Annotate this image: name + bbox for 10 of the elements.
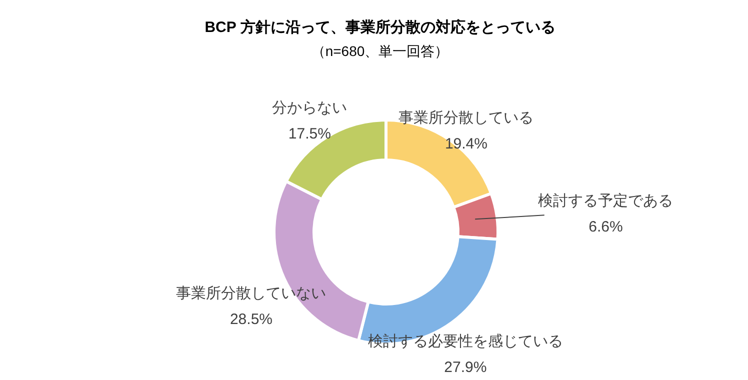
slice-label: 検討する予定である	[538, 192, 674, 210]
chart-subtitle: （n=680、単一回答）	[311, 43, 449, 59]
slice-label: 事業所分散していない	[176, 285, 326, 302]
data-label: 17.5%	[288, 126, 331, 143]
data-label: 6.6%	[588, 218, 623, 236]
slice-label: 分からない	[272, 100, 348, 117]
data-label: 27.9%	[444, 359, 487, 376]
chart-title: BCP 方針に沿って、事業所分散の対応をとっている	[204, 18, 556, 36]
data-label: 28.5%	[230, 311, 273, 328]
slice-label: 事業所分散している	[398, 109, 534, 126]
